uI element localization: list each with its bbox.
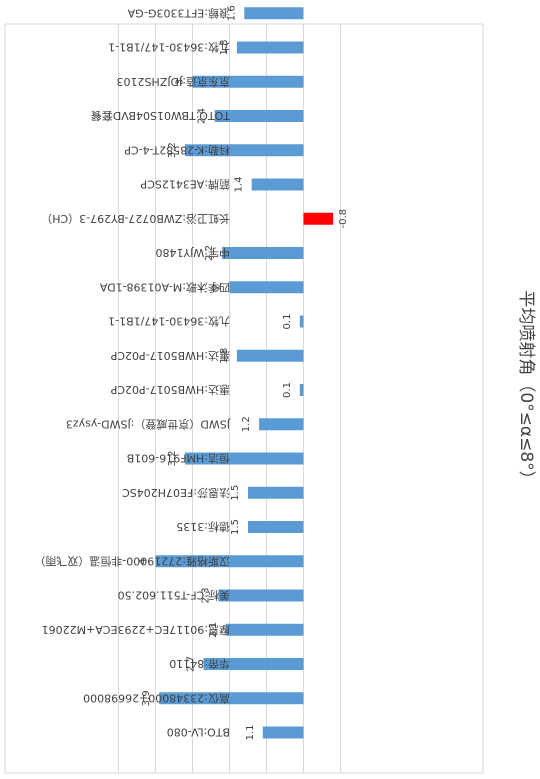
data-label: 2 — [212, 284, 223, 290]
chart-frame — [4, 23, 484, 774]
category-label: 摩恩:90117EC+2293ECA+M22061 — [42, 623, 230, 637]
bar — [236, 41, 304, 54]
category-label: 长虹卫浴:ZWB0727-BY297-3（CH） — [41, 212, 230, 225]
data-label: 1.8 — [219, 348, 230, 364]
bar — [299, 384, 304, 396]
data-label: 1.5 — [230, 519, 241, 535]
data-label: 3 — [175, 79, 186, 85]
bar — [192, 75, 304, 88]
category-label: 法恩莎:FE07H204SC — [122, 486, 230, 500]
bar — [214, 110, 304, 122]
category-label: 京东京造:JDJZHS2103 — [117, 75, 230, 89]
bar — [155, 555, 304, 568]
category-label: 箭牌:AE3412SCP — [140, 178, 230, 192]
bar — [185, 144, 304, 157]
category-label: 华帝:84110 — [169, 657, 230, 671]
data-label: -0.8 — [338, 209, 349, 229]
category-label: 汉斯格雅:27219000-非恒温（双飞雨） — [34, 554, 230, 568]
data-label: 3.9 — [141, 690, 152, 706]
category-label: BTO:LV-080 — [167, 726, 230, 739]
bar — [203, 658, 304, 670]
data-label: 0.1 — [282, 314, 293, 330]
data-label: 3.2 — [167, 451, 178, 467]
data-label: 2.3 — [200, 588, 211, 604]
data-label: 1.6 — [226, 5, 237, 21]
bar — [251, 178, 304, 191]
category-label: 德标:3135 — [176, 520, 230, 534]
data-label: 4 — [138, 558, 149, 564]
bar — [244, 7, 304, 20]
category-label: TOTO:TBW01S04BVD套餐 — [91, 109, 231, 123]
data-label: 2.4 — [197, 108, 208, 124]
bar — [225, 623, 304, 636]
bar — [299, 315, 304, 328]
data-label: 1.2 — [241, 416, 252, 432]
data-label: 2.7 — [186, 656, 197, 672]
data-label: 0.1 — [282, 382, 293, 398]
bar — [262, 726, 304, 739]
bar — [222, 247, 304, 259]
bar — [303, 212, 334, 225]
bar — [229, 281, 304, 294]
category-label: 恒洁:HMF916-601B — [127, 452, 230, 465]
bar — [218, 589, 304, 602]
category-label: 四季沐歌:M-A01398-1DA — [99, 280, 230, 294]
bar — [236, 349, 304, 362]
bar-series — [155, 7, 334, 739]
chart-title: 平均喷射角（0°≤α≤8°） — [516, 290, 536, 487]
category-label: 惠达:HWB5017-P02CP — [110, 349, 230, 363]
category-label: 惠达:HWB5017-P02CP — [110, 383, 230, 397]
category-label: 九牧:36430-147/1B1-1 — [108, 315, 230, 329]
data-label: 2.2 — [204, 245, 215, 261]
bar — [185, 452, 304, 465]
category-label: 高仪:23348000+26698000 — [83, 691, 230, 705]
bar — [248, 521, 304, 533]
data-label: 1.1 — [245, 725, 256, 741]
category-label: 美标:CF-T511.602.50 — [118, 589, 230, 603]
category-label: 九牧:36430-147/1B1-1 — [108, 41, 230, 55]
data-label: 1.8 — [219, 40, 230, 56]
category-label: JSWD（京世威登）:JSWD-ysyz3 — [66, 417, 231, 431]
value-labels: 1.1 3.9 2.7 2.1 2.3 4 1.5 1.5 3.2 1.2 0.1 1.8 0.1 2 2.… — [138, 5, 350, 740]
data-label: 3.2 — [167, 142, 178, 158]
data-label: 1.5 — [230, 485, 241, 501]
category-label: 中宇:WJY1480 — [155, 246, 230, 259]
bar — [248, 486, 304, 499]
category-labels: BTO:LV-080 高仪:23348000+26698000 华帝:84110 摩恩… — [34, 6, 231, 738]
bar — [159, 692, 304, 705]
category-label: 科勒:K-28582T-4-CP — [124, 143, 230, 157]
bar — [259, 418, 304, 431]
category-label: 浪鲸:EFT3303G-GA — [127, 6, 230, 20]
data-label: 2.1 — [208, 622, 219, 638]
data-label: 1.4 — [234, 177, 245, 193]
